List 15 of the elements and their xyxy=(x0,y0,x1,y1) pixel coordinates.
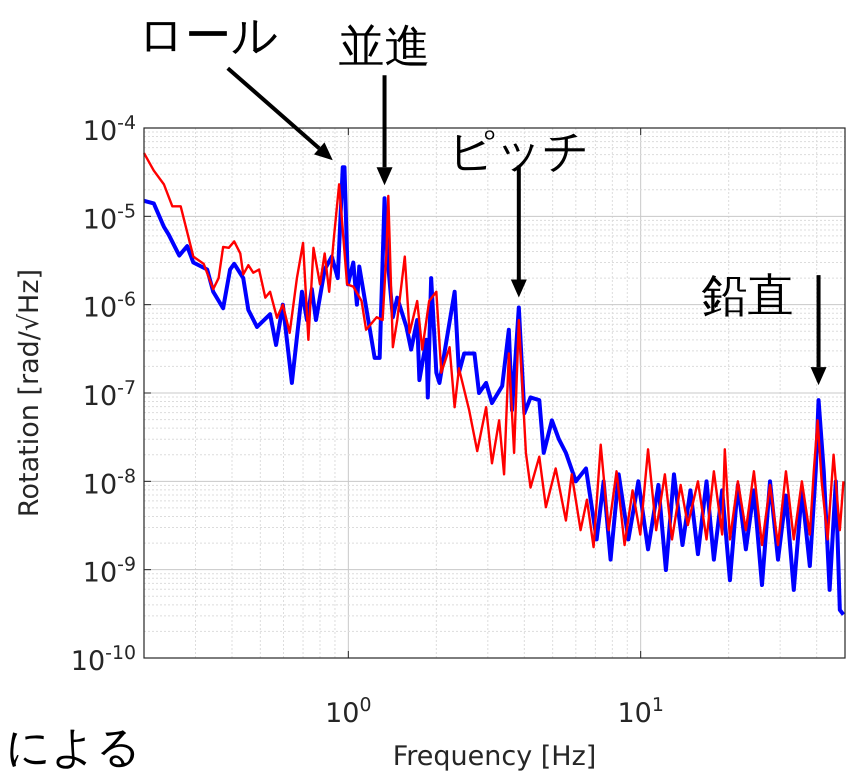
annotation: 並進 xyxy=(338,18,431,72)
y-tick-label: 10$^{-10}$ xyxy=(70,642,136,677)
x-tick-label: 10$^{0}$ xyxy=(325,694,372,729)
y-tick-label: 10$^{-7}$ xyxy=(82,377,136,412)
y-tick-label: 10$^{-9}$ xyxy=(82,554,136,589)
y-tick-label: 10$^{-8}$ xyxy=(82,465,136,500)
annotation: 鉛直 xyxy=(702,268,794,322)
y-tick-label: 10$^{-5}$ xyxy=(82,200,136,236)
x-axis-title: Frequency [Hz] xyxy=(392,741,596,772)
text: による xyxy=(6,722,141,773)
x-tick-label: 10$^{1}$ xyxy=(617,694,664,729)
annotation: ロール xyxy=(138,8,278,62)
y-tick-label: 10$^{-6}$ xyxy=(82,288,136,324)
y-axis-title: Rotation [rad/√Hz] xyxy=(14,268,45,518)
y-tick-label: 10$^{-4}$ xyxy=(82,112,136,147)
